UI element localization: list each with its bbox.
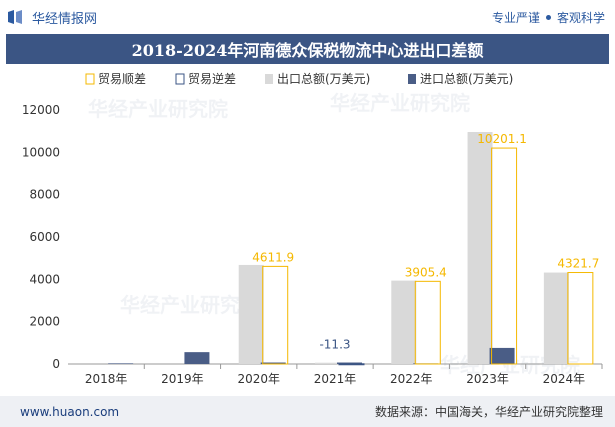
x-tick-label: 2021年	[314, 372, 357, 386]
x-axis: 2018年 2019年 2020年 2021年 2022年 2023年 2024年	[85, 364, 603, 386]
x-tick-label: 2018年	[85, 372, 128, 386]
export-bar	[543, 272, 569, 364]
tagline: 专业严谨 客观科学	[492, 9, 605, 26]
legend-label-surplus: 贸易顺差	[98, 72, 146, 86]
surplus-bar	[414, 280, 441, 365]
legend-item-export[interactable]: 出口总额(万美元)	[265, 72, 370, 86]
footer: www.huaon.com 数据来源：中国海关，华经产业研究院整理	[0, 396, 615, 427]
legend: 贸易顺差 贸易逆差 出口总额(万美元) 进口总额(万美元)	[85, 71, 513, 86]
watermark-text: 华经产业研究院	[88, 97, 228, 121]
import-bar	[184, 352, 210, 364]
y-tick-label: 4000	[29, 272, 60, 286]
brand[interactable]: 华经情报网	[8, 8, 97, 27]
legend-swatch-surplus	[85, 73, 95, 85]
huajing-logo-icon	[8, 10, 22, 24]
y-tick-label: 8000	[29, 188, 60, 202]
import-bar	[260, 362, 286, 364]
export-bar	[238, 264, 264, 364]
data-label: 4611.9	[252, 250, 294, 264]
tagline-right: 客观科学	[556, 10, 605, 25]
legend-swatch-export	[265, 74, 273, 84]
surplus-bar	[262, 265, 289, 365]
data-label: -11.3	[319, 338, 350, 352]
import-bar	[489, 347, 515, 364]
tagline-left: 专业严谨	[491, 10, 540, 25]
y-tick-label: 12000	[22, 103, 60, 117]
data-label: 10201.1	[477, 132, 527, 146]
chart-canvas: 华经产业研究院 华经产业研究院 华经产业研究院 华经产业研究院 贸易顺差 贸易逆…	[22, 71, 603, 386]
import-bar	[108, 363, 134, 364]
x-tick-label: 2019年	[161, 372, 204, 386]
surplus-bar	[567, 272, 594, 365]
legend-swatch-import	[408, 74, 416, 84]
y-axis: 0 2000 4000 6000 8000 10000 12000	[22, 103, 60, 371]
bars	[108, 132, 594, 366]
chart-title: 2018-2024年河南德众保税物流中心进出口差额	[6, 34, 609, 64]
data-labels: 4611.9 -11.3 3905.4 10201.1 4321.7	[252, 132, 599, 351]
x-tick-label: 2024年	[543, 372, 586, 386]
deficit-bar	[338, 363, 365, 366]
watermark-text: 华经产业研究院	[120, 293, 260, 317]
x-tick-label: 2023年	[466, 372, 509, 386]
legend-label-deficit: 贸易逆差	[188, 71, 236, 86]
y-tick-label: 6000	[29, 230, 60, 244]
legend-label-export: 出口总额(万美元)	[277, 72, 370, 86]
site-name: 华经情报网	[32, 11, 98, 27]
surplus-bar	[491, 147, 518, 365]
legend-swatch-deficit	[175, 73, 185, 85]
watermark-text: 华经产业研究院	[330, 91, 470, 115]
import-bar	[337, 362, 362, 364]
legend-item-import[interactable]: 进口总额(万美元)	[408, 72, 513, 86]
top-bar: 华经情报网 专业严谨 客观科学	[0, 0, 615, 34]
legend-item-surplus[interactable]: 贸易顺差	[85, 72, 146, 86]
x-tick-label: 2022年	[390, 372, 433, 386]
footer-website[interactable]: www.huaon.com	[20, 404, 120, 419]
data-label: 4321.7	[557, 257, 599, 271]
y-tick-label: 10000	[22, 145, 60, 159]
export-bar	[315, 362, 340, 364]
legend-item-deficit[interactable]: 贸易逆差	[175, 71, 236, 86]
legend-label-import: 进口总额(万美元)	[420, 72, 513, 86]
x-tick-label: 2020年	[237, 372, 280, 386]
y-tick-label: 2000	[29, 315, 60, 329]
export-bar	[391, 280, 417, 364]
tagline-dot-icon	[545, 14, 551, 20]
data-label: 3905.4	[405, 265, 447, 279]
export-bar	[467, 132, 493, 364]
footer-source: 数据来源：中国海关，华经产业研究院整理	[374, 405, 603, 419]
y-tick-label: 0	[52, 357, 60, 371]
